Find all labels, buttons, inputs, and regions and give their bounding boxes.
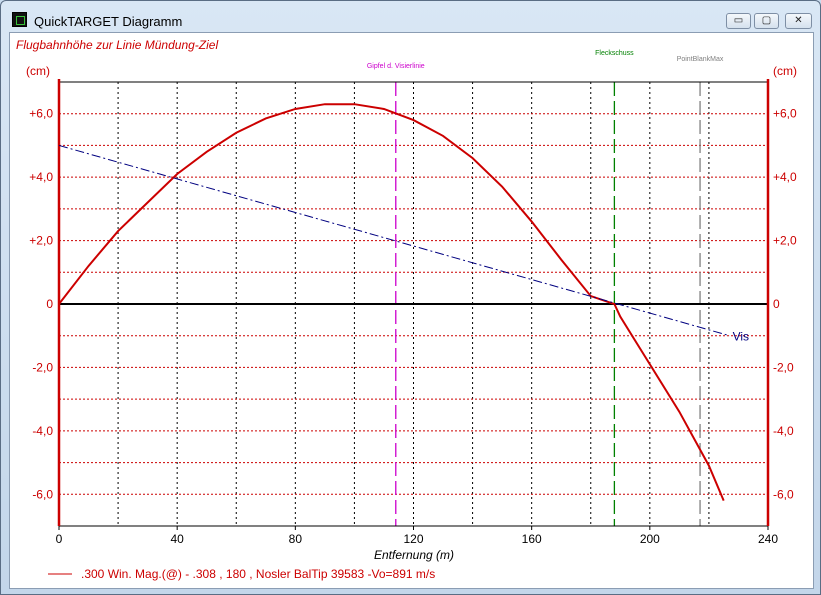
y-tick-label-right: 0 — [773, 297, 780, 311]
x-axis-label: Entfernung (m) — [374, 548, 454, 562]
chart-area: Gipfel d. Visierlinie Fleckschuss PointBla… — [9, 32, 814, 589]
series-lines: Vis — [58, 103, 749, 502]
x-tick-label: 80 — [289, 532, 303, 546]
y-tick-label-right: +2,0 — [773, 234, 797, 248]
y-tick-label-right: +6,0 — [773, 107, 797, 121]
reference-lines: Gipfel d. Visierlinie Fleckschuss PointBla… — [367, 50, 724, 526]
y-tick-label-left: +2,0 — [29, 234, 53, 248]
y-tick-label-left: -2,0 — [32, 360, 53, 374]
y-axis-label-right: (cm) — [773, 64, 797, 78]
maximize-button[interactable]: ▢ — [754, 13, 779, 29]
x-tick-label: 240 — [758, 532, 778, 546]
y-tick-label-right: -6,0 — [773, 487, 794, 501]
y-tick-label-left: +6,0 — [29, 107, 53, 121]
x-tick-label: 120 — [403, 532, 423, 546]
x-tick-label: 40 — [170, 532, 184, 546]
y-axis-label-left: (cm) — [26, 64, 50, 78]
legend-label: .300 Win. Mag.(@) - .308 , 180 , Nosler … — [81, 567, 435, 581]
window-title: QuickTARGET Diagramm — [34, 14, 183, 29]
vline-label-0: Gipfel d. Visierlinie — [367, 63, 425, 70]
x-tick-label: 200 — [640, 532, 660, 546]
close-button[interactable]: ✕ — [785, 13, 812, 29]
x-tick-label: 160 — [522, 532, 542, 546]
y-tick-label-right: -2,0 — [773, 360, 794, 374]
trajectory-line — [58, 103, 725, 502]
chart-title: Flugbahnhöhe zur Linie Mündung-Ziel — [16, 38, 218, 52]
sightline-label: Vis — [733, 330, 749, 344]
legend: .300 Win. Mag.(@) - .308 , 180 , Nosler … — [48, 567, 435, 581]
y-tick-label-left: -4,0 — [32, 424, 53, 438]
y-tick-label-right: -4,0 — [773, 424, 794, 438]
minimize-button[interactable]: ▭ — [726, 13, 751, 29]
y-tick-label-left: -6,0 — [32, 487, 53, 501]
sightline-line — [58, 144, 730, 337]
vline-label-2: PointBlankMax — [677, 56, 724, 63]
tick-labels: 0 40 80 120 160 200 240 +6,0 +6,0 +4,0 +4,0 +2,0 +2,… — [29, 107, 797, 546]
trajectory-chart: Gipfel d. Visierlinie Fleckschuss PointBla… — [16, 38, 797, 581]
title-bar[interactable]: QuickTARGET Diagramm ▭ ▢ ✕ — [1, 1, 820, 33]
y-tick-label-left: 0 — [46, 297, 53, 311]
grid-app-icon[interactable] — [12, 12, 27, 27]
vline-label-1: Fleckschuss — [595, 50, 634, 57]
y-tick-label-left: +4,0 — [29, 170, 53, 184]
x-tick-label: 0 — [56, 532, 63, 546]
y-tick-label-right: +4,0 — [773, 170, 797, 184]
